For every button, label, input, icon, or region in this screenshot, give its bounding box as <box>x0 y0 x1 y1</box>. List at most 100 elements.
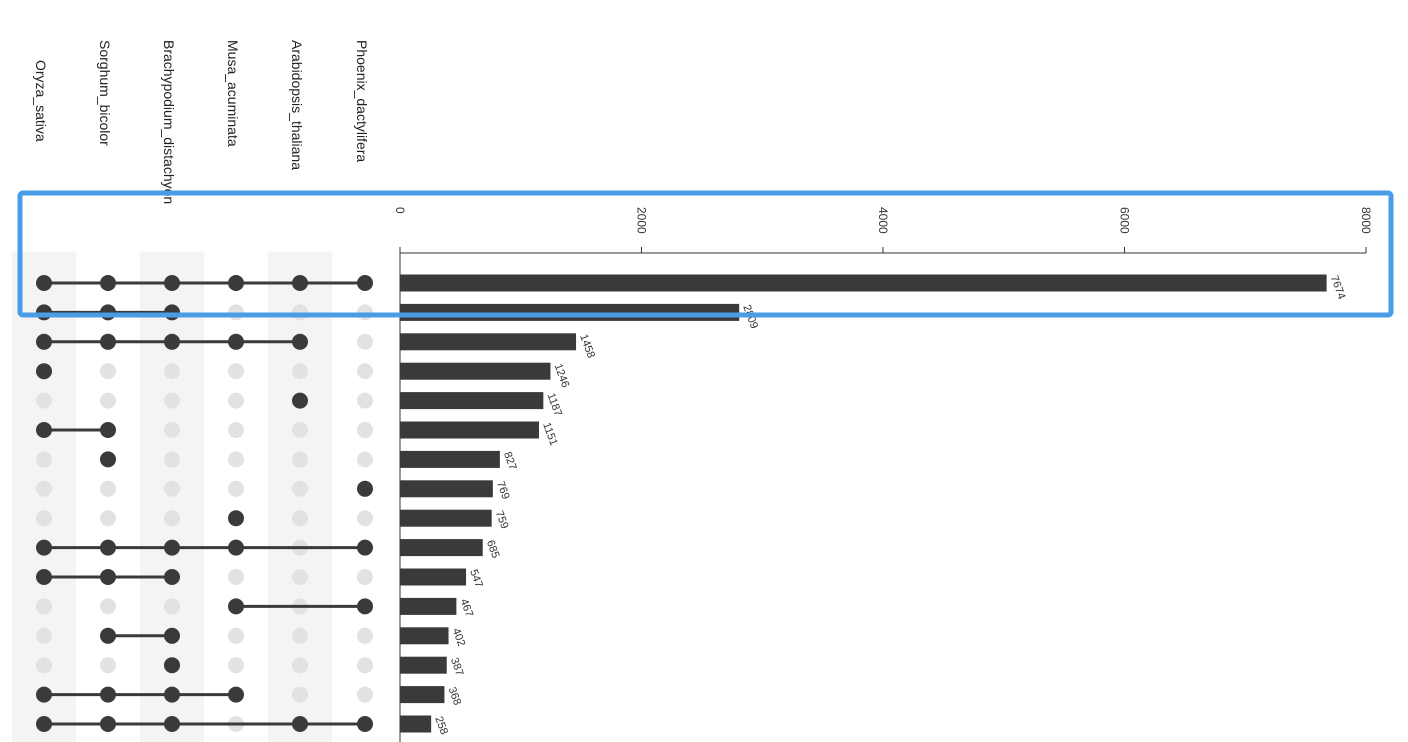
matrix-dot-active <box>357 275 373 291</box>
bar-value-label: 1151 <box>540 421 559 447</box>
matrix-dot-inactive <box>228 392 244 409</box>
matrix-dot-active <box>164 333 180 350</box>
matrix-dot-inactive <box>357 627 373 644</box>
matrix-dot-inactive <box>292 686 308 703</box>
matrix-dot-active <box>228 598 244 615</box>
matrix-dot-inactive <box>100 480 116 497</box>
set-label-phoenix-dactylifera: Phoenix_dactylifera <box>354 40 370 162</box>
matrix-dot-active <box>292 392 308 409</box>
bar-value-label: 769 <box>494 480 512 501</box>
matrix-dot-active <box>228 539 244 556</box>
matrix-dot-inactive <box>36 392 52 409</box>
matrix-dot-active <box>100 333 116 350</box>
matrix-dot-inactive <box>36 598 52 615</box>
matrix-dot-active <box>36 716 52 732</box>
matrix-dot-inactive <box>292 363 308 380</box>
matrix-dot-inactive <box>228 657 244 674</box>
matrix-dot-inactive <box>164 363 180 380</box>
matrix-dot-active <box>292 716 308 732</box>
bar-value-label: 1246 <box>552 362 572 389</box>
matrix-dot-inactive <box>36 480 52 497</box>
set-label-oryza-sativa: Oryza_sativa <box>33 60 49 142</box>
highlight <box>17 190 1394 318</box>
matrix-dot-inactive <box>100 598 116 615</box>
matrix-dot-inactive <box>357 363 373 380</box>
matrix-dot-active <box>164 686 180 703</box>
matrix-dot-inactive <box>357 510 373 527</box>
highlight-box <box>17 190 1394 318</box>
matrix-dot-inactive <box>36 627 52 644</box>
x-tick-label: 4000 <box>876 207 890 234</box>
matrix-dot-inactive <box>100 657 116 674</box>
matrix-dot-inactive <box>292 304 308 321</box>
matrix-dot-active <box>100 686 116 703</box>
matrix-dot-active <box>357 598 373 615</box>
matrix-dot-inactive <box>357 686 373 703</box>
matrix-dot-active <box>164 304 180 321</box>
matrix-dot-inactive <box>100 363 116 380</box>
bar <box>400 450 500 468</box>
bar-value-label: 368 <box>446 686 464 707</box>
bar-value-label: 387 <box>448 656 466 677</box>
matrix-dot-inactive <box>292 422 308 438</box>
matrix-dot-inactive <box>357 422 373 438</box>
matrix-dot-inactive <box>292 569 308 585</box>
matrix-dot-active <box>100 627 116 644</box>
matrix-dot-active <box>100 304 116 321</box>
matrix-dot-active <box>228 275 244 291</box>
x-tick-label: 8000 <box>1359 207 1373 234</box>
x-tick-label: 2000 <box>635 207 649 234</box>
matrix-dot-inactive <box>164 392 180 409</box>
matrix-dot-inactive <box>36 510 52 527</box>
matrix-dot-inactive <box>228 480 244 497</box>
matrix-dot-active <box>357 480 373 497</box>
matrix-dot-inactive <box>357 657 373 674</box>
matrix-dot-inactive <box>228 363 244 380</box>
matrix-dot-inactive <box>292 451 308 468</box>
matrix-dot-inactive <box>164 510 180 527</box>
matrix-dot-inactive <box>357 333 373 350</box>
matrix-dot-inactive <box>100 392 116 409</box>
matrix-dot-active <box>100 275 116 291</box>
matrix-dot-inactive <box>292 480 308 497</box>
matrix-dot-inactive <box>36 657 52 674</box>
matrix-dot-inactive <box>357 392 373 409</box>
matrix-dot-active <box>100 569 116 585</box>
matrix-dot-active <box>164 716 180 732</box>
bars <box>400 274 1327 733</box>
matrix-dot-inactive <box>164 422 180 438</box>
matrix-dot-active <box>100 716 116 732</box>
matrix-dot-inactive <box>164 451 180 468</box>
matrix-dot-active <box>228 333 244 350</box>
bar-value-label: 258 <box>432 715 450 736</box>
matrix-dot-active <box>292 275 308 291</box>
matrix-dot-inactive <box>292 627 308 644</box>
intersection-matrix <box>36 275 373 732</box>
bar <box>400 656 447 674</box>
matrix-dot-active <box>36 333 52 350</box>
bar <box>400 362 551 380</box>
matrix-dot-inactive <box>292 510 308 527</box>
matrix-dot-active <box>164 539 180 556</box>
bar <box>400 421 539 439</box>
matrix-dot-inactive <box>164 480 180 497</box>
bar <box>400 274 1327 292</box>
matrix-dot-active <box>164 627 180 644</box>
matrix-dot-inactive <box>357 451 373 468</box>
matrix-dot-active <box>36 304 52 321</box>
matrix-dot-active <box>100 422 116 438</box>
set-labels: Oryza_sativa Sorghum_bicolor Brachypodium_… <box>33 40 370 204</box>
matrix-dot-inactive <box>36 451 52 468</box>
matrix-dot-active <box>36 569 52 585</box>
matrix-dot-active <box>228 686 244 703</box>
bar <box>400 627 449 645</box>
bar-value-label: 467 <box>458 597 476 618</box>
set-label-arabidopsis-thaliana: Arabidopsis_thaliana <box>289 40 305 170</box>
x-tick-label: 6000 <box>1118 207 1132 234</box>
column-stripes <box>12 252 332 742</box>
matrix-dot-inactive <box>100 510 116 527</box>
set-label-musa-acuminata: Musa_acuminata <box>225 40 241 147</box>
bar-value-label: 1458 <box>577 333 597 360</box>
matrix-dot-active <box>100 451 116 468</box>
